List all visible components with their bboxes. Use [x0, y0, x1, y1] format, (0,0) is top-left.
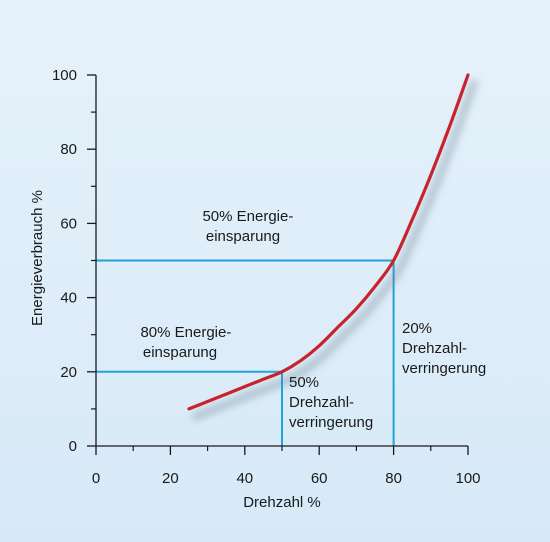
annotation-line: 50% Energie- [202, 208, 293, 225]
y-tick-label: 20 [60, 364, 77, 381]
annotation-line: 80% Energie- [140, 324, 231, 341]
annotation-50-speed-reduction: 50% Drehzahl- verringerung [289, 374, 373, 431]
x-tick-label: 80 [385, 470, 402, 487]
y-tick-label: 100 [52, 67, 77, 84]
annotation-line: verringerung [402, 360, 486, 377]
x-tick-label: 20 [162, 470, 179, 487]
x-tick-label: 100 [455, 470, 480, 487]
annotation-line: 20% [402, 320, 432, 337]
annotation-line: einsparung [143, 344, 217, 361]
x-tick-label: 60 [311, 470, 328, 487]
annotation-80-energy-savings: 80% Energie- einsparung [140, 324, 235, 361]
annotation-line: verringerung [289, 414, 373, 431]
annotation-line: Drehzahl- [289, 394, 354, 411]
y-tick-label: 40 [60, 290, 77, 307]
annotation-line: einsparung [206, 228, 280, 245]
y-axis-label: Energieverbrauch % [29, 190, 46, 326]
x-axis-label: Drehzahl % [243, 494, 321, 511]
labels: Drehzahl % Energieverbrauch % 50% Energi… [29, 190, 486, 511]
curve-layer [187, 73, 478, 421]
annotation-50-energy-savings: 50% Energie- einsparung [202, 208, 297, 245]
x-tick-label: 40 [236, 470, 253, 487]
y-tick-label: 0 [69, 438, 77, 455]
energy-curve [187, 73, 470, 411]
annotation-line: 50% [289, 374, 319, 391]
x-tick-label: 0 [92, 470, 100, 487]
curve-shadow [191, 79, 478, 421]
y-tick-label: 80 [60, 141, 77, 158]
axes: 0 20 40 60 80 100 0 20 40 60 80 100 [52, 67, 481, 487]
annotation-line: Drehzahl- [402, 340, 467, 357]
y-tick-label: 60 [60, 215, 77, 232]
annotation-20-speed-reduction: 20% Drehzahl- verringerung [402, 320, 486, 377]
